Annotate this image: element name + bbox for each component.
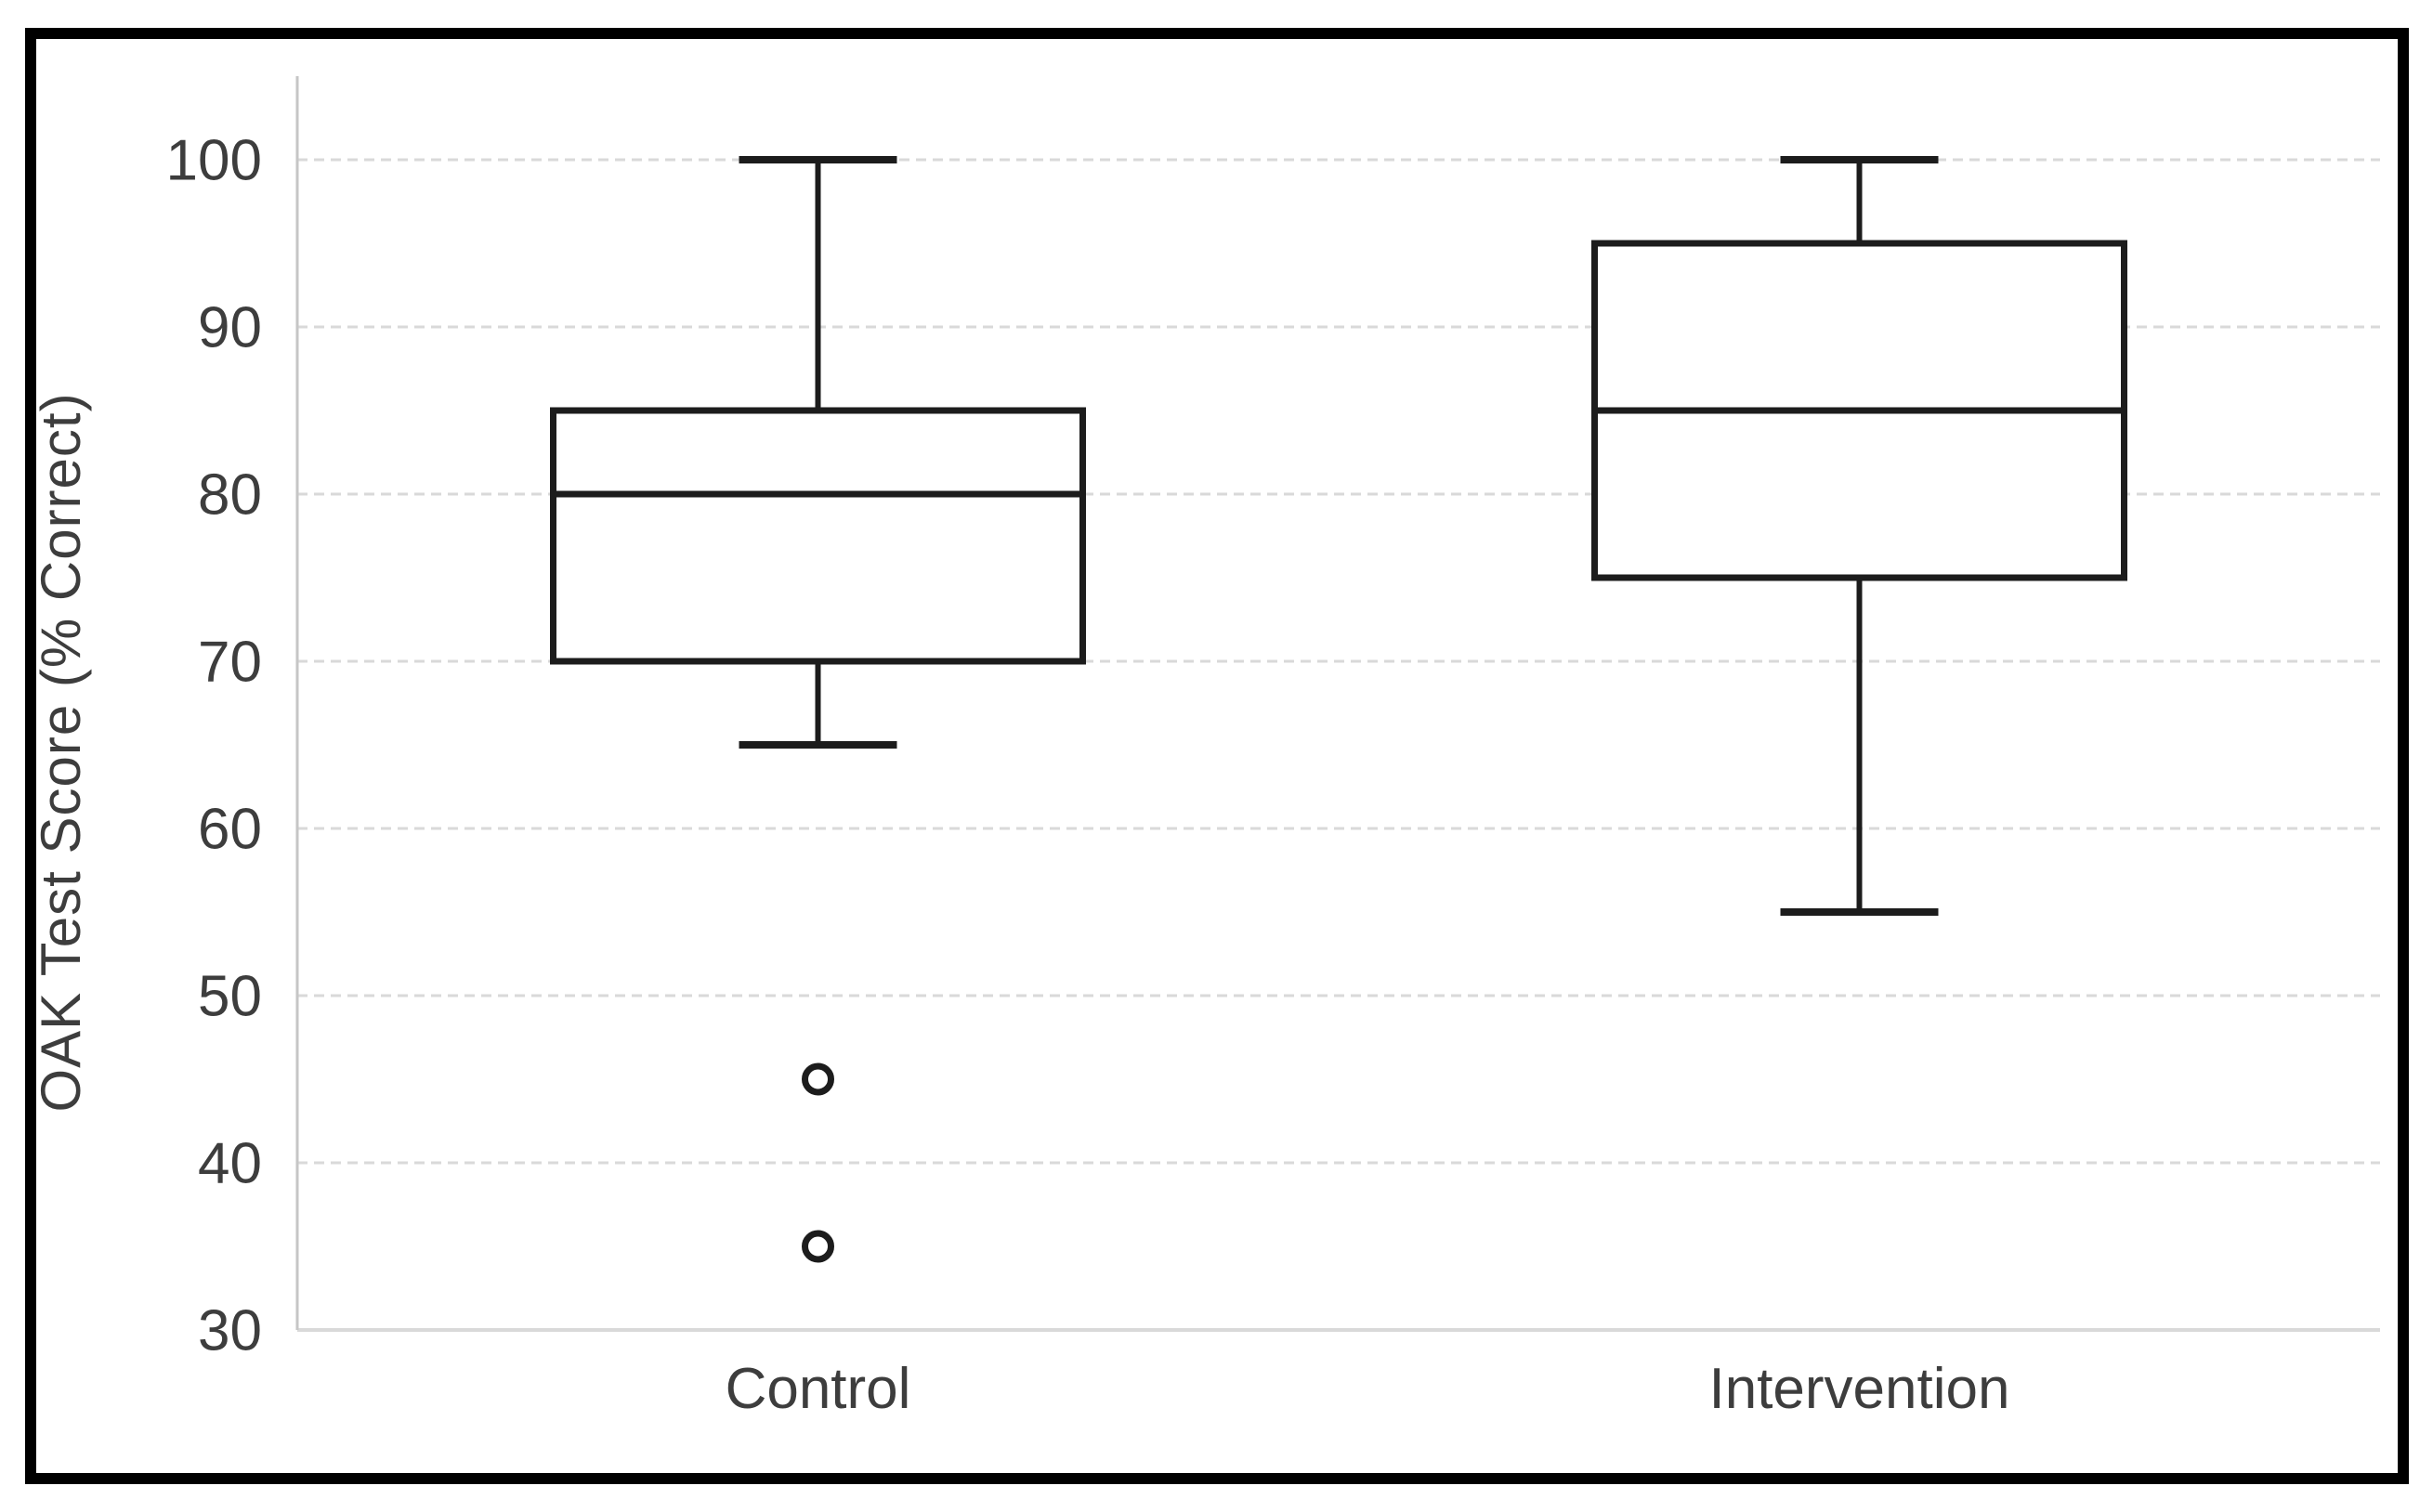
category-label-control: Control: [726, 1357, 911, 1421]
y-tick-label-90: 90: [198, 296, 262, 360]
box-rect: [550, 407, 1086, 665]
y-axis-title: OAK Test Score (% Correct): [30, 392, 92, 1112]
category-label-intervention: Intervention: [1709, 1357, 2010, 1421]
outlier-point-45: [802, 1062, 834, 1096]
outlier-point-35: [802, 1230, 834, 1263]
figure-border: [25, 28, 2409, 1484]
y-tick-label-40: 40: [198, 1132, 262, 1196]
y-tick-label-60: 60: [198, 798, 262, 862]
y-tick-label-30: 30: [198, 1299, 262, 1363]
y-tick-label-70: 70: [198, 631, 262, 695]
box-group-control: [550, 156, 1086, 1263]
y-tick-label-50: 50: [198, 965, 262, 1029]
y-tick-labels: 100 90 80 70 60 50 40 30: [166, 129, 262, 1363]
boxes: [550, 156, 2127, 1263]
category-labels: Control Intervention: [726, 1357, 2010, 1421]
box-group-intervention: [1591, 156, 2127, 916]
gridlines: [297, 158, 2380, 1332]
y-tick-label-80: 80: [198, 463, 262, 528]
y-tick-label-100: 100: [166, 129, 262, 193]
